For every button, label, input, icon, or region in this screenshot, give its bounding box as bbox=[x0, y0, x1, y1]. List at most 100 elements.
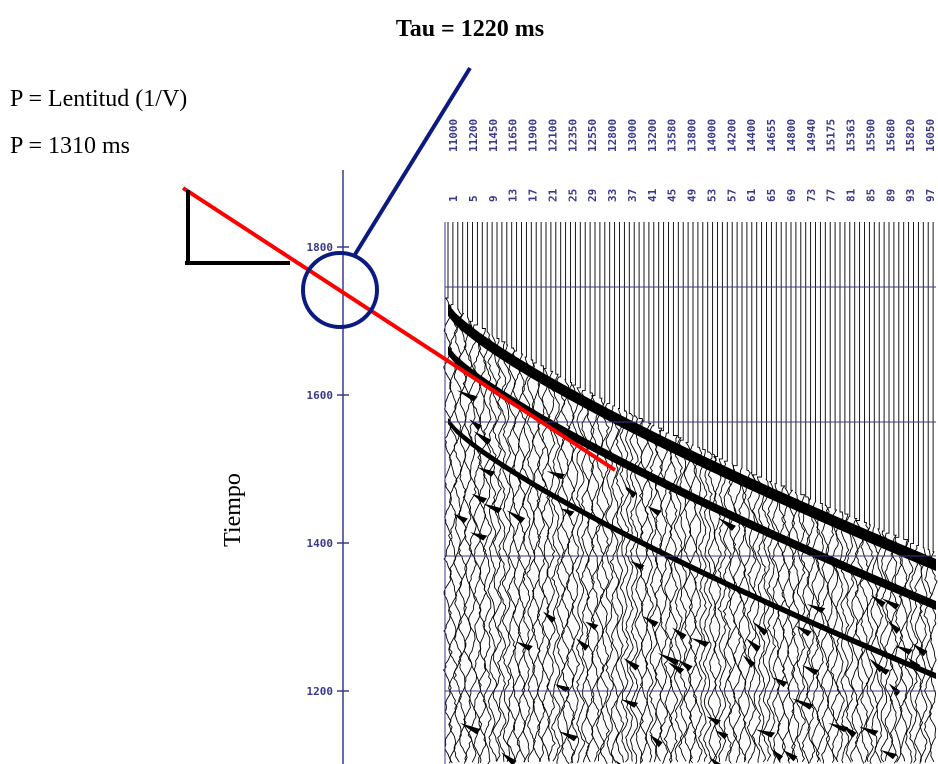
trace-wiggle bbox=[859, 222, 870, 763]
trace-wiggle bbox=[864, 222, 875, 762]
event bbox=[546, 470, 566, 480]
trace-wiggle bbox=[648, 222, 659, 762]
trace-wiggle bbox=[742, 222, 752, 762]
event bbox=[678, 660, 693, 672]
trace-label: 45 bbox=[666, 189, 679, 202]
event bbox=[542, 611, 556, 624]
trace-wiggle bbox=[722, 222, 732, 762]
event bbox=[691, 638, 710, 648]
event bbox=[554, 684, 570, 693]
event bbox=[874, 665, 890, 676]
tick-label: 1600 bbox=[307, 389, 334, 402]
offset-label: 11200 bbox=[467, 119, 480, 152]
event bbox=[649, 734, 663, 748]
event bbox=[773, 677, 788, 688]
event bbox=[742, 655, 756, 668]
offset-label: 13000 bbox=[626, 119, 639, 152]
trace-label: 61 bbox=[745, 188, 758, 202]
offset-label: 14200 bbox=[725, 119, 738, 152]
tau-circle bbox=[301, 251, 379, 329]
axis-label: Tiempo bbox=[220, 473, 246, 547]
trace-wiggle bbox=[898, 222, 909, 762]
trace-label: 69 bbox=[785, 189, 798, 202]
event bbox=[500, 752, 517, 764]
trace-wiggle bbox=[903, 222, 914, 764]
offset-label: 15175 bbox=[825, 119, 838, 152]
event bbox=[506, 510, 526, 524]
event bbox=[715, 730, 729, 740]
event bbox=[770, 748, 784, 762]
event bbox=[469, 532, 488, 541]
trace-wiggle bbox=[928, 222, 938, 762]
offset-label: 13800 bbox=[686, 119, 699, 152]
trace-wiggle bbox=[918, 222, 928, 764]
offset-label: 16050 bbox=[924, 119, 937, 152]
trace-wiggle bbox=[923, 222, 934, 763]
event bbox=[459, 722, 481, 735]
offset-label: 14940 bbox=[805, 119, 818, 152]
trace-wiggle bbox=[644, 222, 654, 763]
trace-wiggle bbox=[776, 222, 787, 763]
annotation: P = 1310 ms bbox=[10, 133, 130, 159]
trace-label: 41 bbox=[646, 188, 659, 202]
trace-label: 5 bbox=[467, 195, 480, 202]
trace-wiggle bbox=[550, 222, 561, 762]
event bbox=[615, 759, 621, 764]
event bbox=[755, 729, 776, 738]
event bbox=[623, 658, 640, 671]
event bbox=[585, 621, 599, 630]
trace-wiggle bbox=[732, 222, 742, 763]
event bbox=[630, 561, 645, 571]
trace-label: 9 bbox=[487, 195, 500, 202]
event bbox=[448, 304, 936, 571]
offset-label: 12100 bbox=[546, 119, 559, 152]
event bbox=[558, 731, 578, 742]
event bbox=[624, 485, 637, 499]
event bbox=[482, 503, 502, 514]
trace-wiggle bbox=[609, 222, 620, 764]
trace-wiggle bbox=[908, 222, 919, 763]
event bbox=[642, 616, 659, 628]
trace-label: 37 bbox=[626, 189, 639, 202]
trace-label: 49 bbox=[686, 189, 699, 202]
event bbox=[753, 622, 769, 636]
trace-wiggle bbox=[521, 222, 532, 763]
trace-wiggle bbox=[869, 222, 879, 764]
event bbox=[791, 698, 814, 710]
trace-wiggle bbox=[825, 222, 835, 763]
trace-wiggle bbox=[761, 222, 772, 762]
offset-label: 14000 bbox=[705, 119, 718, 152]
event bbox=[907, 657, 921, 671]
trace-label: 89 bbox=[884, 189, 897, 202]
trace-wiggle bbox=[605, 222, 614, 764]
trace-label: 33 bbox=[606, 189, 619, 202]
trace-wiggle bbox=[555, 222, 566, 764]
event bbox=[795, 625, 812, 637]
offset-label: 11900 bbox=[527, 119, 540, 152]
event bbox=[448, 418, 936, 679]
event bbox=[870, 595, 886, 608]
trace-label: 97 bbox=[924, 189, 937, 202]
trace-wiggle bbox=[913, 222, 924, 762]
trace-label: 25 bbox=[566, 189, 579, 202]
trace-wiggle bbox=[879, 222, 890, 763]
event bbox=[448, 346, 936, 610]
trace-wiggle bbox=[781, 222, 791, 762]
offset-label: 15363 bbox=[845, 119, 858, 152]
trace-label: 57 bbox=[725, 189, 738, 202]
title: Tau = 1220 ms bbox=[396, 16, 544, 42]
trace-wiggle bbox=[854, 222, 865, 764]
trace-wiggle bbox=[546, 222, 556, 762]
trace-wiggle bbox=[560, 222, 571, 764]
trace-wiggle bbox=[526, 222, 536, 763]
trace-label: 81 bbox=[845, 188, 858, 202]
trace-label: 53 bbox=[705, 189, 718, 202]
offset-label: 13580 bbox=[666, 119, 679, 152]
trace-wiggle bbox=[658, 222, 669, 764]
offset-label: 11450 bbox=[487, 119, 500, 152]
trace-wiggle bbox=[467, 222, 477, 763]
trace-wiggle bbox=[516, 222, 527, 763]
offset-label: 12550 bbox=[586, 119, 599, 152]
trace-wiggle bbox=[746, 222, 757, 764]
